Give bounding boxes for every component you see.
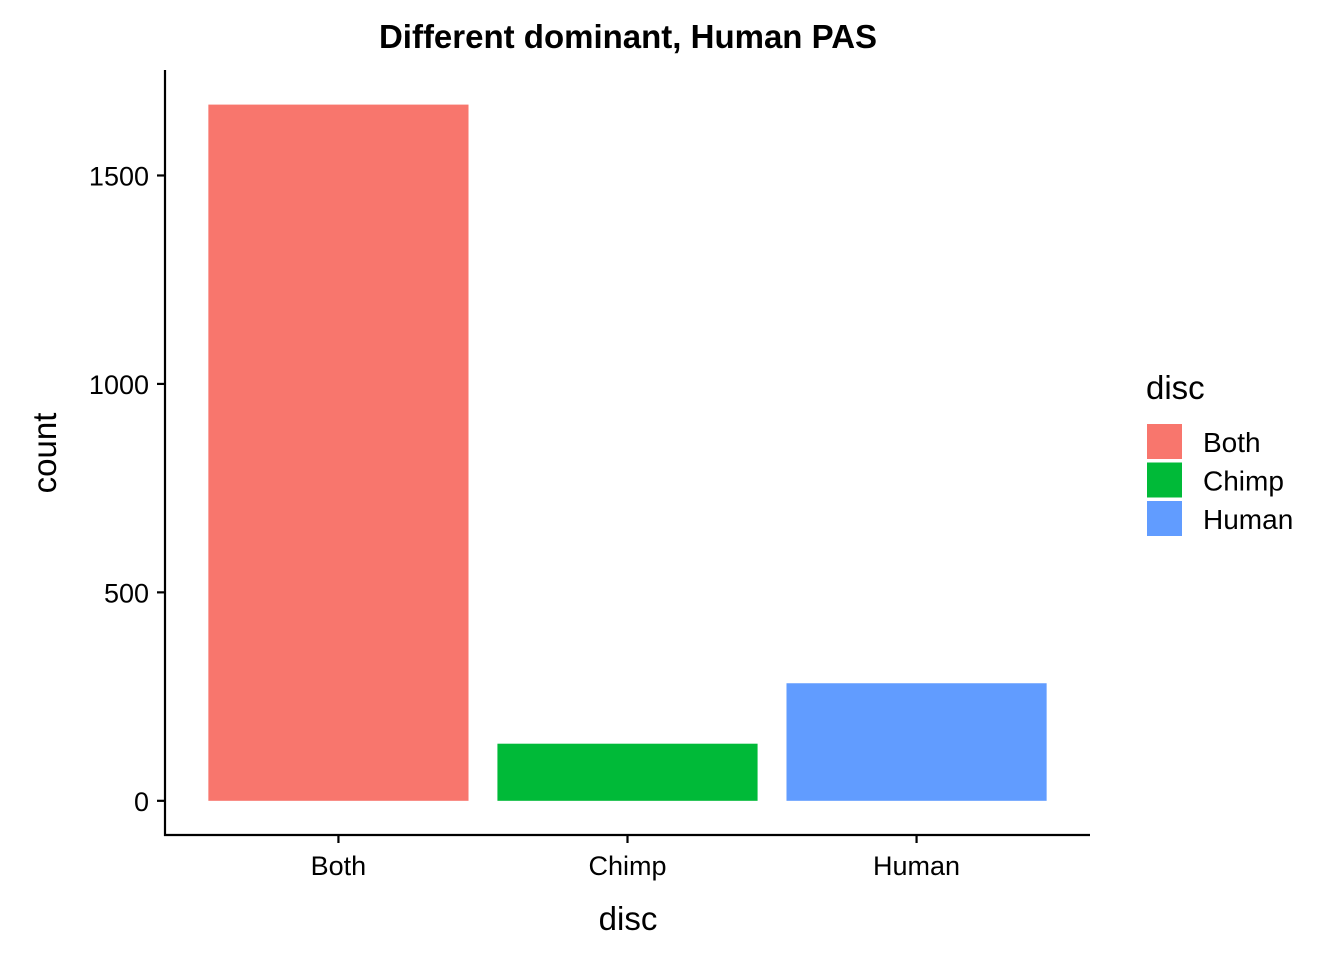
x-tick-label: Human <box>873 851 960 881</box>
legend-label-both: Both <box>1203 427 1261 458</box>
y-axis-title: count <box>26 413 63 494</box>
bars-group <box>208 104 1047 801</box>
x-axis-title: disc <box>599 900 658 937</box>
bar-both <box>208 104 469 801</box>
legend-title: disc <box>1146 369 1205 406</box>
x-tick-label: Both <box>311 851 367 881</box>
legend-label-chimp: Chimp <box>1203 466 1284 497</box>
chart-title: Different dominant, Human PAS <box>379 18 877 55</box>
legend-swatch-human <box>1147 501 1182 536</box>
y-axis-ticks: 0 500 1000 1500 <box>89 161 165 817</box>
y-tick-label: 1500 <box>89 161 149 191</box>
legend-swatch-chimp <box>1147 462 1182 498</box>
bar-human <box>786 683 1047 801</box>
y-tick-label: 500 <box>104 578 149 608</box>
bar-chimp <box>497 743 758 801</box>
x-tick-label: Chimp <box>588 851 666 881</box>
x-axis-ticks: Both Chimp Human <box>311 835 960 881</box>
legend-label-human: Human <box>1203 504 1293 535</box>
legend: disc Both Chimp Human <box>1146 369 1293 536</box>
legend-swatch-both <box>1147 424 1182 459</box>
y-tick-label: 0 <box>134 787 149 817</box>
y-tick-label: 1000 <box>89 370 149 400</box>
